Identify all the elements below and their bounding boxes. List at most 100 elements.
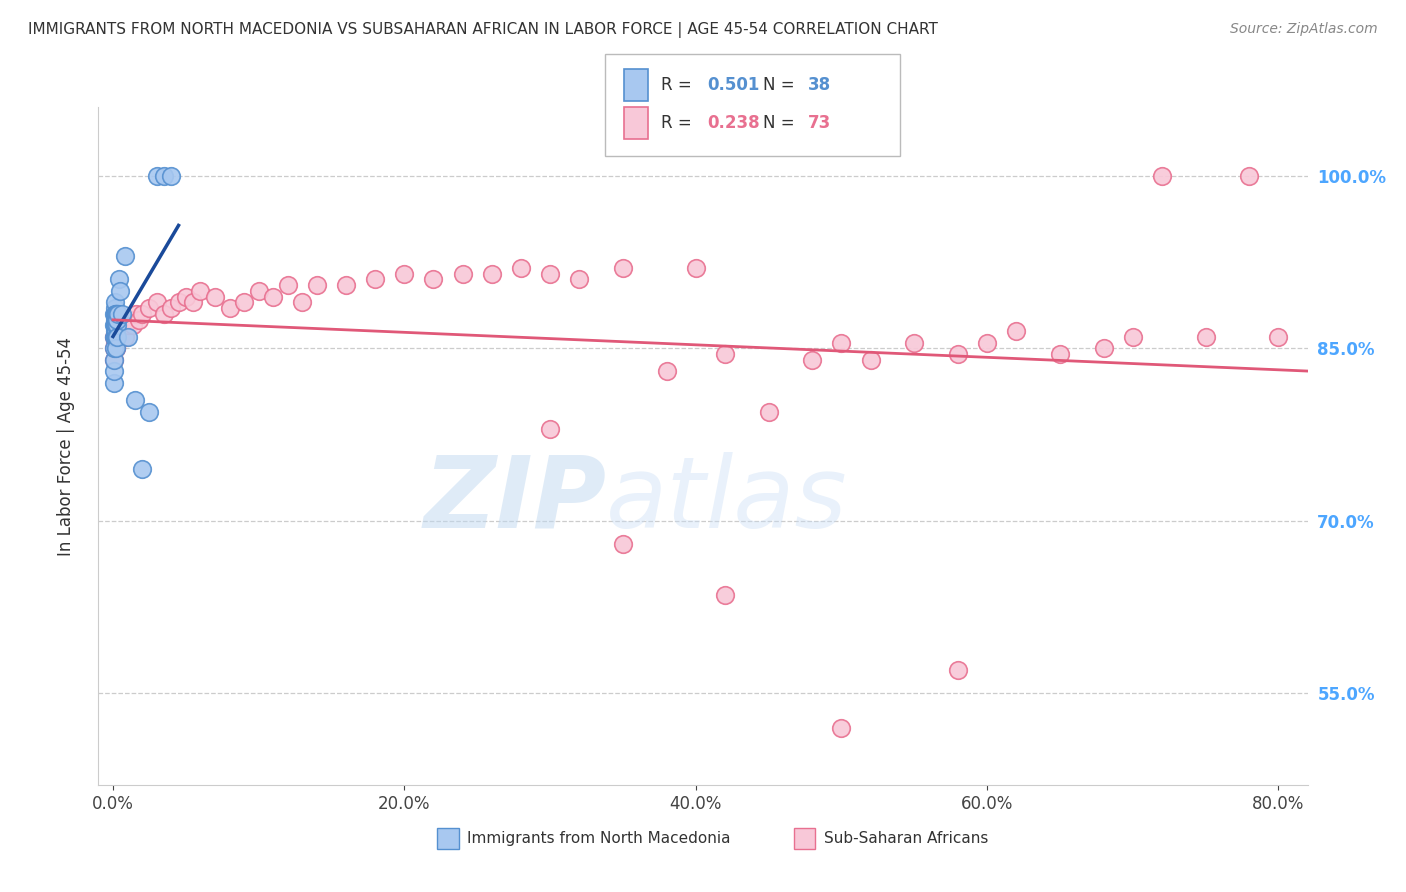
Text: Source: ZipAtlas.com: Source: ZipAtlas.com [1230,22,1378,37]
Point [859,352,882,367]
Point [105,342,128,356]
Point [105,330,128,344]
Point [104,307,127,321]
Point [124,392,146,407]
Point [104,324,127,338]
Text: ZIP: ZIP [423,451,606,549]
Point [394,267,416,281]
Point [120,312,142,326]
Point [190,284,212,298]
Point [153,307,176,321]
Point [104,330,127,344]
Point [685,260,707,275]
Point [262,290,284,304]
Point [103,364,125,378]
Point [946,347,969,361]
Point [122,318,145,333]
Point [481,267,503,281]
Point [104,301,127,315]
Point [117,330,139,344]
Point [160,169,183,183]
Point [105,342,128,356]
Point [422,272,444,286]
Bar [624,70,648,102]
Point [104,307,127,321]
Point [153,169,176,183]
Point [976,335,998,350]
Point [105,307,128,321]
Point [538,267,561,281]
Point [801,352,824,367]
Point [103,307,125,321]
Point [104,312,127,326]
Text: 0.238: 0.238 [707,113,759,132]
Point [1049,347,1071,361]
Point [117,318,139,333]
Point [174,290,197,304]
Point [107,318,129,333]
Point [104,342,127,356]
Point [291,295,314,310]
Point [218,301,240,315]
Point [104,335,127,350]
Point [138,301,160,315]
Point [107,307,129,321]
Text: Sub-Saharan Africans: Sub-Saharan Africans [824,831,988,846]
Point [131,462,153,476]
Point [110,330,132,344]
Point [103,352,125,367]
Point [105,307,128,321]
Text: Immigrants from North Macedonia: Immigrants from North Macedonia [467,831,731,846]
Text: R =: R = [661,113,697,132]
Point [105,318,128,333]
Point [105,330,128,344]
Point [1267,330,1289,344]
Y-axis label: In Labor Force | Age 45-54: In Labor Force | Age 45-54 [56,336,75,556]
Point [167,295,190,310]
Point [1239,169,1261,183]
Point [451,267,474,281]
Point [125,307,148,321]
Point [103,376,125,390]
Text: 0.501: 0.501 [707,77,759,95]
Point [103,342,125,356]
Point [1005,324,1028,338]
Point [103,330,125,344]
Point [233,295,256,310]
Point [138,404,160,418]
Point [181,295,204,310]
Point [714,347,737,361]
Text: 38: 38 [808,77,831,95]
Point [105,312,128,326]
Point [509,260,531,275]
Point [114,249,136,263]
Point [1122,330,1144,344]
Point [830,721,852,735]
Point [946,663,969,677]
Point [108,318,131,333]
Text: IMMIGRANTS FROM NORTH MACEDONIA VS SUBSAHARAN AFRICAN IN LABOR FORCE | AGE 45-54: IMMIGRANTS FROM NORTH MACEDONIA VS SUBSA… [28,22,938,38]
Point [277,278,299,293]
Point [103,318,125,333]
Point [103,352,125,367]
Point [247,284,270,298]
Bar [624,106,648,139]
Point [364,272,387,286]
Text: 73: 73 [808,113,831,132]
Point [112,312,135,326]
Point [655,364,678,378]
Point [903,335,925,350]
Point [111,307,134,321]
Point [612,260,634,275]
Point [114,330,136,344]
Point [105,330,128,344]
Text: N =: N = [763,113,800,132]
Point [305,278,328,293]
Point [108,272,131,286]
Point [568,272,591,286]
Point [110,284,132,298]
Point [538,422,561,436]
Point [1194,330,1216,344]
Point [145,169,167,183]
Point [758,404,780,418]
